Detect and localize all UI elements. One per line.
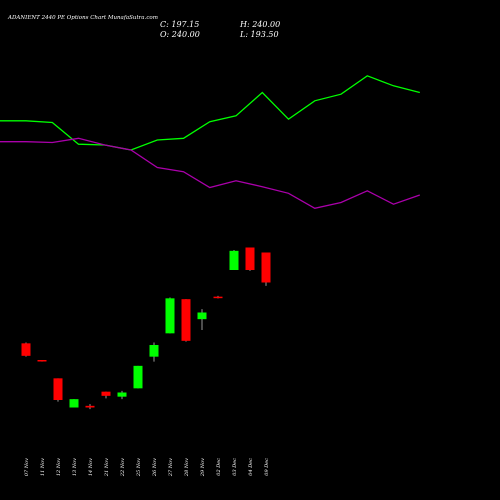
x-tick-label: 25 Nov <box>136 458 142 477</box>
series-line-0 <box>0 75 420 151</box>
candle-body <box>213 296 223 299</box>
candle-body <box>165 298 175 334</box>
candle-body <box>117 392 127 397</box>
x-tick-label: 29 Nov <box>200 458 206 477</box>
candle-body <box>245 247 255 270</box>
x-tick-label: 26 Nov <box>152 458 158 477</box>
candle-body <box>101 391 111 396</box>
x-tick-label: 13 Nov <box>72 458 78 476</box>
x-tick-label: 07 Nov <box>24 458 30 476</box>
candle-body <box>133 365 143 389</box>
open-readout: O: 240.00 <box>160 30 200 39</box>
x-tick-label: 04 Dec <box>248 458 254 476</box>
candle-body <box>53 378 63 400</box>
candle-body <box>181 299 191 341</box>
candle-body <box>149 345 159 357</box>
x-tick-label: 11 Nov <box>40 458 46 476</box>
x-tick-label: 02 Dec <box>216 458 222 476</box>
x-tick-label: 21 Nov <box>104 458 110 477</box>
x-tick-label: 27 Nov <box>168 458 174 477</box>
candle-body <box>37 360 47 362</box>
candle-body <box>21 343 31 356</box>
candle-body <box>85 405 95 408</box>
series-line-1 <box>0 137 421 209</box>
close-readout: C: 197.15 <box>160 20 200 29</box>
x-tick-label: 12 Nov <box>56 458 62 476</box>
low-readout: L: 193.50 <box>240 30 279 39</box>
high-readout: H: 240.00 <box>240 20 281 29</box>
x-tick-label: 09 Dec <box>264 458 270 476</box>
chart-title: ADANIENT 2440 PE Options Chart MunafaSut… <box>8 15 158 21</box>
x-tick-label: 03 Dec <box>232 458 238 476</box>
x-tick-label: 14 Nov <box>88 458 94 476</box>
candle-body <box>69 399 79 408</box>
x-tick-label: 22 Nov <box>120 458 126 477</box>
candle-body <box>261 252 271 283</box>
x-tick-label: 28 Nov <box>184 458 190 477</box>
candle-body <box>197 312 207 320</box>
candle-body <box>229 250 239 270</box>
